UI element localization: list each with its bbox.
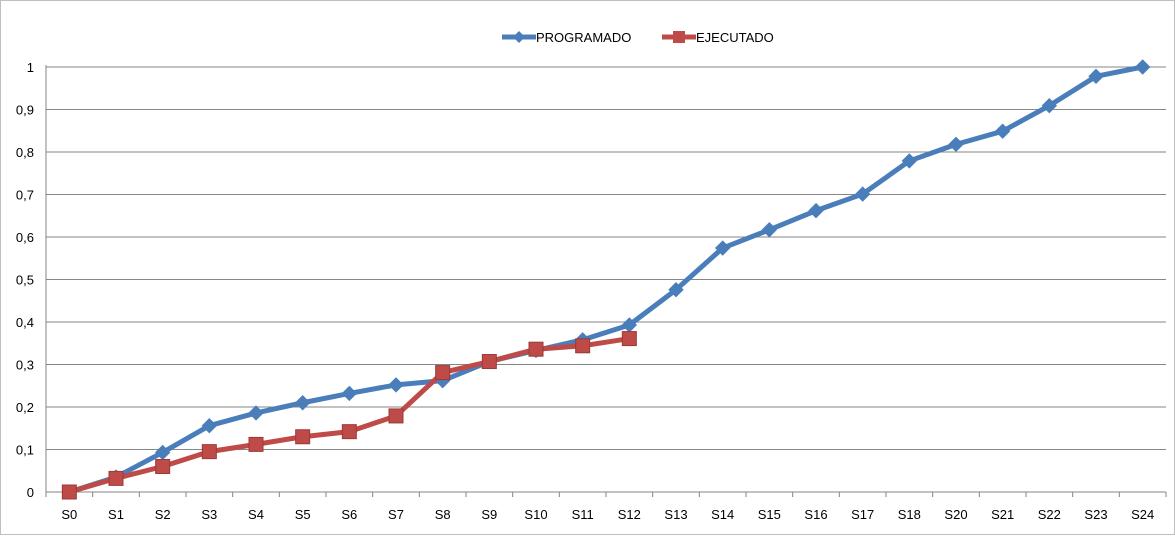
data-point — [248, 436, 264, 452]
series — [61, 59, 1151, 500]
x-tick-label: S8 — [435, 507, 451, 522]
data-point — [295, 429, 311, 445]
y-tick-label: 0,9 — [16, 103, 34, 118]
x-tick-label: S12 — [618, 507, 641, 522]
y-tick-label: 0,2 — [16, 400, 34, 415]
data-point — [341, 424, 357, 440]
data-point — [61, 484, 77, 500]
x-tick-labels: S0 S1 S2 S3 S4 S5 S6 S7 S8 S9 S10 S11 S12 S13 S14 S15 S1… — [61, 507, 1154, 522]
x-tick-label: S20 — [944, 507, 967, 522]
legend-item: PROGRAMADO — [502, 30, 631, 45]
data-point — [481, 354, 497, 370]
x-tick-label: S7 — [388, 507, 404, 522]
data-point — [248, 405, 264, 421]
data-point — [528, 341, 544, 357]
x-tick-label: S6 — [341, 507, 357, 522]
data-point — [575, 338, 591, 354]
series-line — [66, 64, 1146, 495]
y-tick-label: 0,5 — [16, 273, 34, 288]
data-point — [435, 365, 451, 381]
y-tick-label: 0,4 — [16, 315, 34, 330]
legend: PROGRAMADO EJECUTADO — [502, 30, 774, 45]
x-tick-label: S16 — [804, 507, 827, 522]
x-tick-label: S3 — [201, 507, 217, 522]
x-tick-label: S21 — [991, 507, 1014, 522]
data-point — [761, 222, 778, 238]
data-point — [341, 385, 358, 402]
x-tick-label: S4 — [248, 507, 264, 522]
legend-marker — [513, 31, 525, 43]
x-tick-label: S2 — [155, 507, 171, 522]
data-point — [621, 331, 637, 347]
x-tick-label: S14 — [711, 507, 734, 522]
x-tick-label: S15 — [758, 507, 781, 522]
data-point — [1088, 68, 1104, 85]
data-point — [994, 123, 1011, 139]
x-tick-label: S13 — [664, 507, 687, 522]
axes — [45, 65, 1167, 497]
data-point — [948, 136, 964, 153]
legend-label: PROGRAMADO — [536, 30, 631, 45]
data-point — [201, 417, 218, 434]
y-tick-label: 0,6 — [16, 230, 34, 245]
y-tick-labels: 0 0,1 0,2 0,3 0,4 0,5 0,6 0,7 0,8 0,9 1 — [16, 60, 34, 500]
data-point — [854, 186, 871, 202]
x-tick-label: S10 — [524, 507, 547, 522]
data-point — [668, 281, 684, 298]
x-tick-label: S22 — [1038, 507, 1061, 522]
y-tick-label: 0,7 — [16, 188, 34, 203]
data-point — [294, 395, 311, 411]
x-tick-label: S11 — [572, 507, 594, 522]
data-point — [201, 444, 217, 460]
data-point — [388, 408, 404, 424]
data-point — [808, 202, 824, 219]
x-tick-label: S23 — [1084, 507, 1107, 522]
data-point — [1134, 59, 1151, 75]
data-point — [901, 153, 918, 169]
data-point — [155, 459, 171, 474]
x-tick-label: S0 — [61, 507, 77, 522]
x-tick-label: S5 — [295, 507, 311, 522]
y-tick-label: 1 — [27, 60, 34, 75]
y-tick-label: 0,3 — [16, 358, 34, 373]
gridlines — [46, 66, 1166, 450]
x-tick-label: S9 — [481, 507, 497, 522]
x-tick-label: S18 — [898, 507, 921, 522]
x-tick-label: S17 — [851, 507, 874, 522]
legend-item: EJECUTADO — [662, 30, 774, 45]
y-tick-label: 0 — [27, 485, 34, 500]
series-ejecutado — [61, 331, 637, 500]
y-tick-label: 0,1 — [16, 443, 34, 458]
data-point — [1041, 97, 1058, 114]
y-tick-label: 0,8 — [16, 145, 34, 160]
x-tick-label: S24 — [1131, 507, 1154, 522]
legend-marker — [673, 31, 685, 43]
x-tick-label: S1 — [108, 507, 124, 522]
data-point — [108, 470, 124, 486]
legend-label: EJECUTADO — [696, 30, 774, 45]
data-point — [388, 377, 404, 393]
data-point — [714, 240, 731, 256]
